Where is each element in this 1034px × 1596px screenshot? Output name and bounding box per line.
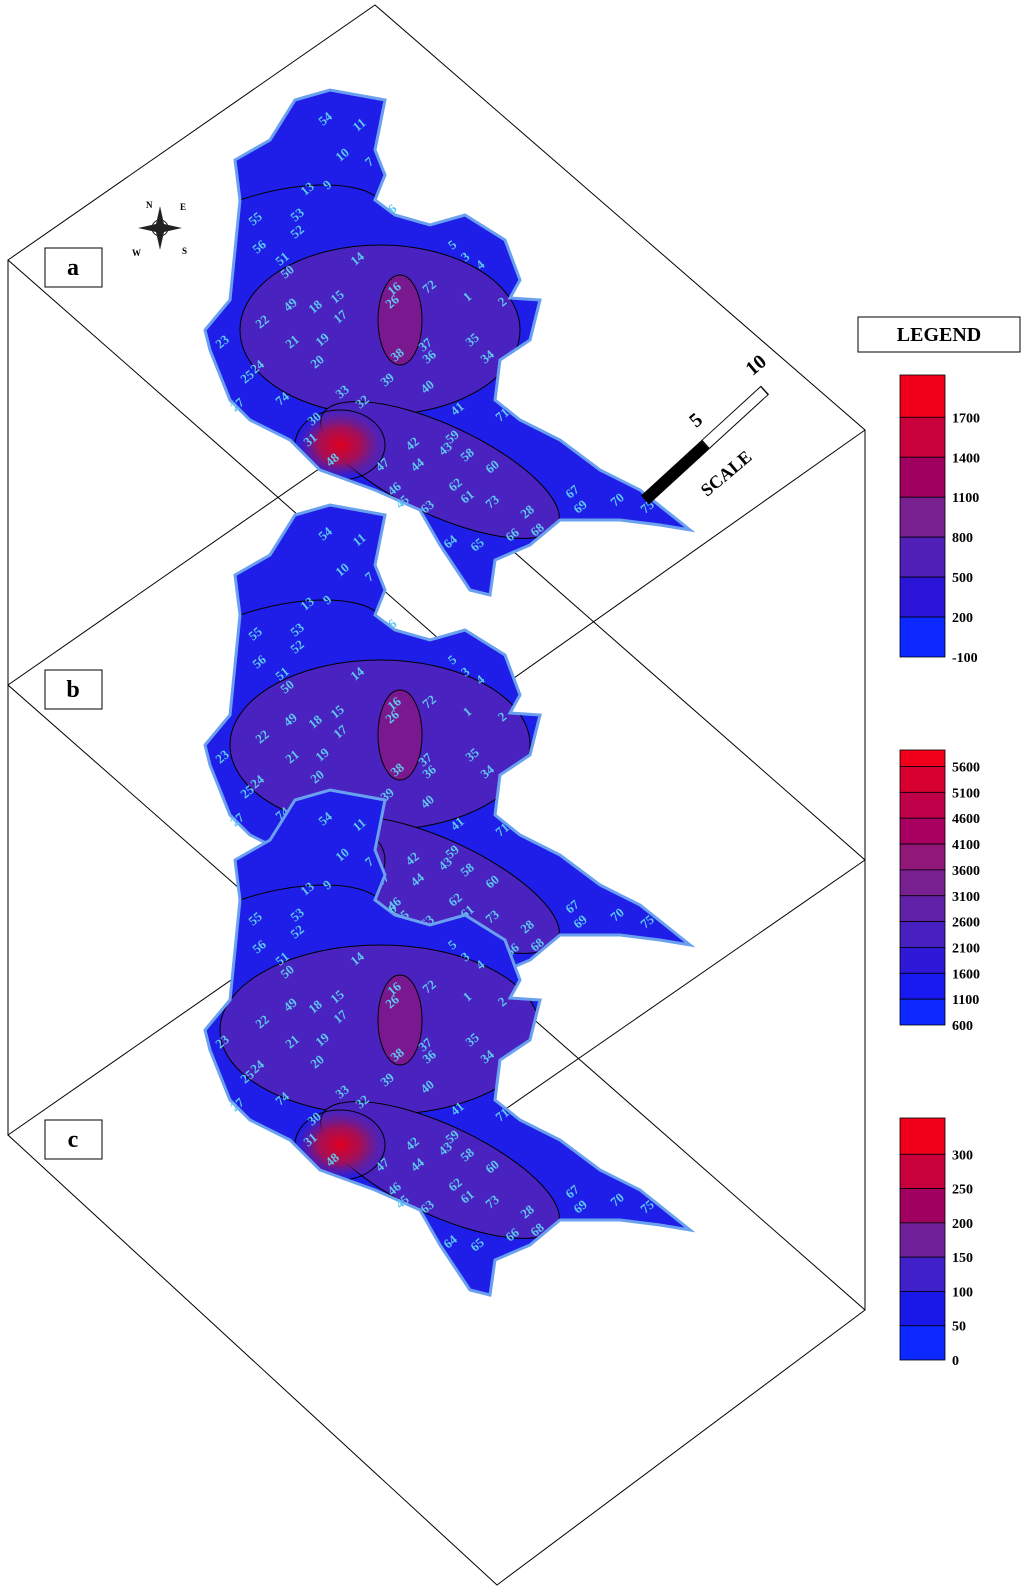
legend-band xyxy=(899,972,946,1000)
panel-label: c xyxy=(68,1127,79,1153)
legend-band xyxy=(899,374,946,418)
legend-band xyxy=(899,895,946,923)
legend-band xyxy=(899,1325,946,1361)
legend-band xyxy=(899,817,946,845)
legend-band xyxy=(899,1153,946,1189)
legend-band xyxy=(899,869,946,897)
scale-bar: 5 10 SCALE xyxy=(640,351,771,505)
panel-label: b xyxy=(66,677,79,703)
legend-band xyxy=(899,416,946,458)
legend-band xyxy=(899,536,946,578)
legend-band xyxy=(899,576,946,618)
legend-band xyxy=(899,616,946,658)
legend-label: 2100 xyxy=(952,941,980,956)
legend-label: 5600 xyxy=(952,761,980,776)
legend-label: 600 xyxy=(952,1019,973,1034)
legend-band xyxy=(899,947,946,974)
legend-band xyxy=(899,1222,946,1258)
compass: N E S W xyxy=(132,200,187,258)
legend-band xyxy=(899,791,946,819)
legend-band xyxy=(899,1117,946,1155)
scale-tick-label: 5 xyxy=(685,409,707,432)
legends: 170014001100800500200-100560051004600410… xyxy=(899,374,980,1369)
legend-label: 150 xyxy=(952,1251,973,1266)
legend-band xyxy=(899,843,946,871)
legend-label: 200 xyxy=(952,611,973,626)
compass-star xyxy=(138,206,182,250)
contour xyxy=(239,884,381,901)
legend-band xyxy=(899,749,946,767)
legend-label: 250 xyxy=(952,1183,973,1198)
legend-label: 1600 xyxy=(952,967,980,982)
legend-band xyxy=(899,1256,946,1292)
legend-label: 3600 xyxy=(952,864,980,879)
legend-band xyxy=(899,1188,946,1224)
compass-ring xyxy=(151,219,169,237)
scale-segment xyxy=(640,440,710,505)
legend-band xyxy=(899,998,946,1026)
scale-tick-label: 10 xyxy=(741,351,770,381)
legend-label: 50 xyxy=(952,1320,966,1335)
compass-n: N xyxy=(146,200,153,210)
zones xyxy=(239,184,560,539)
panel-label-box xyxy=(44,1119,103,1160)
panel-label-box xyxy=(44,247,103,288)
scale-segment-fill xyxy=(702,387,768,448)
border xyxy=(203,788,696,1297)
zone xyxy=(377,689,423,781)
legend-label: 1400 xyxy=(952,451,980,466)
legend-label: 1100 xyxy=(952,491,979,506)
zone xyxy=(377,274,423,366)
compass-s: S xyxy=(182,246,187,256)
legend-label: 800 xyxy=(952,531,973,546)
zone xyxy=(377,974,423,1066)
panel-label-box xyxy=(44,669,103,710)
legend-label: 500 xyxy=(952,571,973,586)
contour xyxy=(239,184,381,201)
compass-e: E xyxy=(180,202,186,212)
legend-label: 2600 xyxy=(952,916,980,931)
legend-label: 3100 xyxy=(952,890,980,905)
contour xyxy=(239,599,381,616)
legend-label: 100 xyxy=(952,1285,973,1300)
legend-label: 5100 xyxy=(952,786,980,801)
legend-band xyxy=(899,921,946,948)
legend-label: 200 xyxy=(952,1217,973,1232)
border xyxy=(203,88,696,597)
zones xyxy=(219,884,560,1239)
legend-title-box xyxy=(857,316,1021,353)
legend-label: 0 xyxy=(952,1354,959,1369)
legend-label: 300 xyxy=(952,1148,973,1163)
legend-label: 4100 xyxy=(952,838,980,853)
legend-label: 4600 xyxy=(952,812,980,827)
legend-label: 1100 xyxy=(952,993,979,1008)
legend-band xyxy=(899,456,946,498)
legend-title: LEGEND xyxy=(897,324,981,346)
panel-labels: a b c xyxy=(44,247,103,1160)
compass-w: W xyxy=(132,248,141,258)
scale-label: SCALE xyxy=(697,446,756,500)
border xyxy=(203,503,696,1012)
panel-label: a xyxy=(67,255,79,281)
legend-band xyxy=(899,1291,946,1327)
legend-band xyxy=(899,496,946,538)
legend-band xyxy=(899,766,946,793)
legend-label: 1700 xyxy=(952,411,980,426)
legend-label: -100 xyxy=(952,651,978,666)
